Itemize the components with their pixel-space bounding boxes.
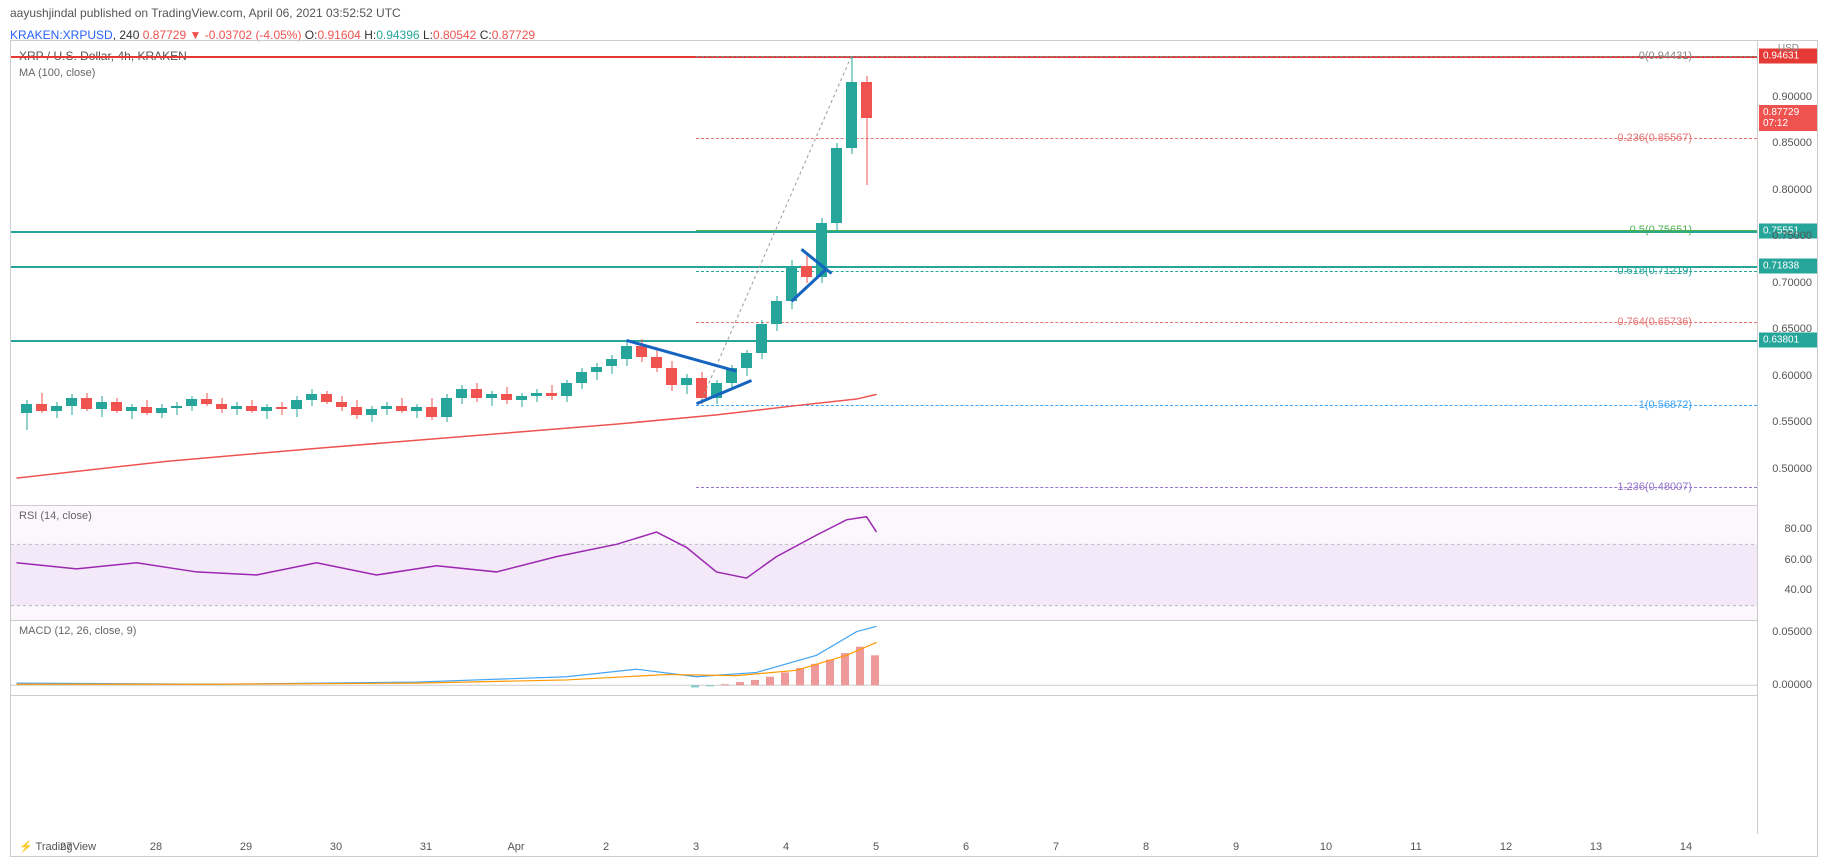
time-tick: 31 <box>420 841 432 853</box>
fib-level-label: 1.236(0.48007) <box>1617 481 1692 493</box>
time-tick: 3 <box>693 841 699 853</box>
time-tick: 12 <box>1500 841 1512 853</box>
macd-panel[interactable]: MACD (12, 26, close, 9) <box>11 621 1757 696</box>
time-tick: 6 <box>963 841 969 853</box>
rsi-tick: 40.00 <box>1784 584 1812 596</box>
fib-level-line <box>696 487 1757 488</box>
time-tick: 2 <box>603 841 609 853</box>
y-tick: 0.90000 <box>1772 91 1812 103</box>
y-tick: 0.60000 <box>1772 370 1812 382</box>
fib-level-label: 1(0.56872) <box>1639 399 1692 411</box>
time-tick: 5 <box>873 841 879 853</box>
ma-indicator-label: MA (100, close) <box>19 67 95 79</box>
publish-header: aayushjindal published on TradingView.co… <box>0 0 1828 26</box>
time-tick: 28 <box>150 841 162 853</box>
fib-level-label: 0.764(0.65736) <box>1617 316 1692 328</box>
rsi-panel[interactable]: RSI (14, close) <box>11 506 1757 621</box>
currency-label: USD <box>1778 43 1799 54</box>
support-resistance-line <box>11 231 1757 233</box>
time-tick: Apr <box>507 841 524 853</box>
y-tick: 0.75000 <box>1772 230 1812 242</box>
y-tick: 0.50000 <box>1772 463 1812 475</box>
time-tick: 8 <box>1143 841 1149 853</box>
fib-level-line <box>696 271 1757 272</box>
fib-level-line <box>696 405 1757 406</box>
macd-tick: 0.05000 <box>1772 626 1812 638</box>
rsi-tick: 80.00 <box>1784 523 1812 535</box>
rsi-tick: 60.00 <box>1784 554 1812 566</box>
time-axis: 2728293031Apr234567891011121314 <box>11 834 1757 856</box>
fib-level-label: 0.236(0.85567) <box>1617 132 1692 144</box>
time-tick: 11 <box>1410 841 1421 853</box>
chart-container[interactable]: XRP / U.S. Dollar, 4h, KRAKEN MA (100, c… <box>10 40 1818 857</box>
fib-level-label: 0.5(0.75651) <box>1630 224 1692 236</box>
time-tick: 30 <box>330 841 342 853</box>
tradingview-logo: ⚡ TradingView <box>19 840 96 853</box>
macd-tick: 0.00000 <box>1772 679 1812 691</box>
y-tick: 0.55000 <box>1772 416 1812 428</box>
fib-level-line <box>696 56 1757 57</box>
time-tick: 29 <box>240 841 252 853</box>
fib-level-line <box>696 322 1757 323</box>
fib-level-label: 0.618(0.71219) <box>1617 265 1692 277</box>
rsi-label: RSI (14, close) <box>19 510 92 522</box>
support-resistance-line <box>11 340 1757 342</box>
support-resistance-line <box>11 266 1757 268</box>
fib-level-label: 0(0.94431) <box>1639 50 1692 62</box>
time-tick: 4 <box>783 841 789 853</box>
fib-level-line <box>696 230 1757 231</box>
time-tick: 13 <box>1590 841 1602 853</box>
y-tick: 0.85000 <box>1772 137 1812 149</box>
price-chart[interactable]: XRP / U.S. Dollar, 4h, KRAKEN MA (100, c… <box>11 41 1757 506</box>
price-axis: USD 0.50000 0.55000 0.60000 0.65000 0.70000 0… <box>1757 41 1817 834</box>
y-tick: 0.65000 <box>1772 323 1812 335</box>
time-tick: 10 <box>1320 841 1332 853</box>
time-tick: 7 <box>1053 841 1059 853</box>
y-tick: 0.70000 <box>1772 277 1812 289</box>
time-tick: 14 <box>1680 841 1692 853</box>
y-tick: 0.80000 <box>1772 184 1812 196</box>
time-tick: 9 <box>1233 841 1239 853</box>
macd-label: MACD (12, 26, close, 9) <box>19 625 136 637</box>
